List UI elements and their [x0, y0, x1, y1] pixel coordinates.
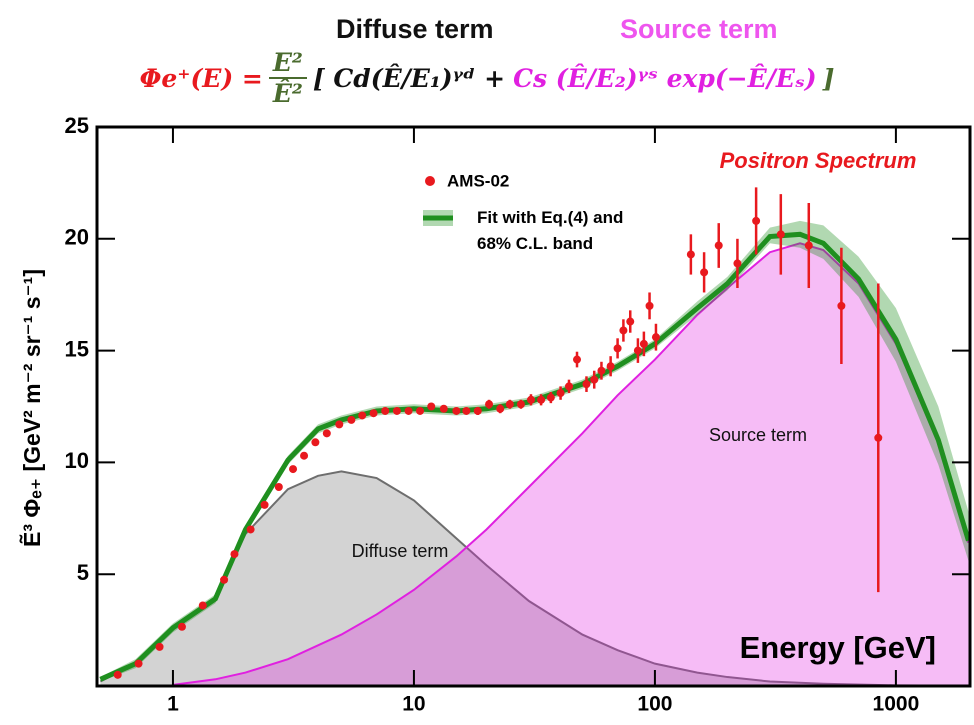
- annotation: Positron Spectrum: [720, 148, 917, 173]
- data-point: [619, 326, 628, 335]
- data-point: [113, 670, 122, 679]
- data-point: [516, 400, 525, 409]
- data-point: [597, 366, 606, 375]
- data-point: [322, 429, 331, 438]
- data-point: [427, 402, 436, 411]
- data-point: [645, 301, 654, 310]
- plot-area: [99, 187, 970, 686]
- data-point: [260, 500, 269, 509]
- equation-diffuse: [ Cd(Ê/E₁)ᵞᵈ +: [312, 63, 506, 93]
- data-point: [837, 301, 846, 310]
- x-tick-label: 10: [402, 693, 425, 716]
- y-axis-label: Ẽ³ Φₑ₊ [GeV² m⁻² sr⁻¹ s⁻¹]: [18, 269, 45, 547]
- data-point: [155, 642, 164, 651]
- data-point: [582, 380, 591, 389]
- y-tick-label: 15: [65, 336, 89, 361]
- data-point: [590, 375, 599, 384]
- data-point: [804, 241, 813, 250]
- data-point: [496, 404, 505, 413]
- data-point: [633, 346, 642, 355]
- x-tick-label: 1: [167, 693, 179, 716]
- data-point: [556, 389, 565, 398]
- data-point: [505, 400, 514, 409]
- diffuse-header: Diffuse term: [336, 14, 494, 44]
- data-point: [733, 259, 742, 268]
- data-point: [416, 406, 425, 415]
- data-point: [776, 230, 785, 239]
- data-point: [134, 659, 143, 668]
- data-point: [537, 395, 546, 404]
- data-point: [274, 482, 283, 491]
- y-tick-label: 25: [65, 113, 89, 138]
- data-point: [874, 433, 883, 442]
- data-point: [369, 409, 378, 418]
- data-point: [526, 395, 535, 404]
- area: [172, 243, 969, 686]
- area: [100, 471, 969, 686]
- area-label: Diffuse term: [352, 541, 449, 561]
- data-point: [358, 411, 367, 420]
- data-point: [381, 406, 390, 415]
- data-point: [177, 622, 186, 631]
- x-tick-label: 1000: [873, 693, 920, 716]
- equation: Φe⁺(E) = E² Ê² [ Cd(Ê/E₁)ᵞᵈ + Cs (Ê/E₂)ᵞ…: [0, 48, 974, 108]
- equation-numerator: E²: [268, 48, 307, 79]
- x-axis-label: Energy [GeV]: [740, 630, 936, 665]
- data-point: [473, 406, 482, 415]
- data-point: [198, 601, 207, 610]
- data-point: [714, 241, 723, 250]
- data-point: [546, 393, 555, 402]
- data-point: [246, 525, 255, 534]
- data-point: [700, 268, 709, 277]
- equation-source: Cs (Ê/E₂)ᵞˢ exp(−Ê/Eₛ): [513, 63, 817, 93]
- data-point: [404, 406, 413, 415]
- data-point: [392, 406, 401, 415]
- data-point: [311, 438, 320, 447]
- y-tick-label: 10: [65, 448, 89, 473]
- area-label: Source term: [709, 425, 807, 445]
- data-point: [651, 333, 660, 342]
- x-tick-label: 100: [637, 693, 672, 716]
- legend-label: Fit with Eq.(4) and 68% C.L. band: [477, 208, 624, 253]
- data-point: [335, 420, 344, 429]
- equation-denominator: Ê²: [272, 79, 303, 108]
- y-tick-label: 20: [65, 225, 89, 250]
- legend-marker: [425, 176, 435, 186]
- data-point: [452, 406, 461, 415]
- data-point: [462, 406, 471, 415]
- data-point: [230, 550, 239, 559]
- data-point: [752, 216, 761, 225]
- equation-close: ]: [822, 63, 835, 93]
- data-point: [573, 355, 582, 364]
- data-point: [626, 317, 635, 326]
- data-point: [639, 339, 648, 348]
- legend-label: AMS-02: [447, 171, 509, 190]
- data-point: [613, 344, 622, 353]
- equation-fraction: E² Ê²: [268, 48, 307, 108]
- axes-frame: [95, 125, 972, 688]
- data-point: [564, 382, 573, 391]
- data-point: [347, 415, 356, 424]
- data-point: [289, 465, 298, 474]
- data-point: [606, 362, 615, 371]
- data-point: [220, 575, 229, 584]
- data-point: [439, 404, 448, 413]
- source-header: Source term: [620, 14, 778, 44]
- data-point: [300, 451, 309, 460]
- equation-lhs: Φe⁺(E) =: [139, 63, 263, 93]
- y-tick-label: 5: [77, 560, 89, 585]
- data-point: [485, 400, 494, 409]
- data-point: [686, 250, 695, 259]
